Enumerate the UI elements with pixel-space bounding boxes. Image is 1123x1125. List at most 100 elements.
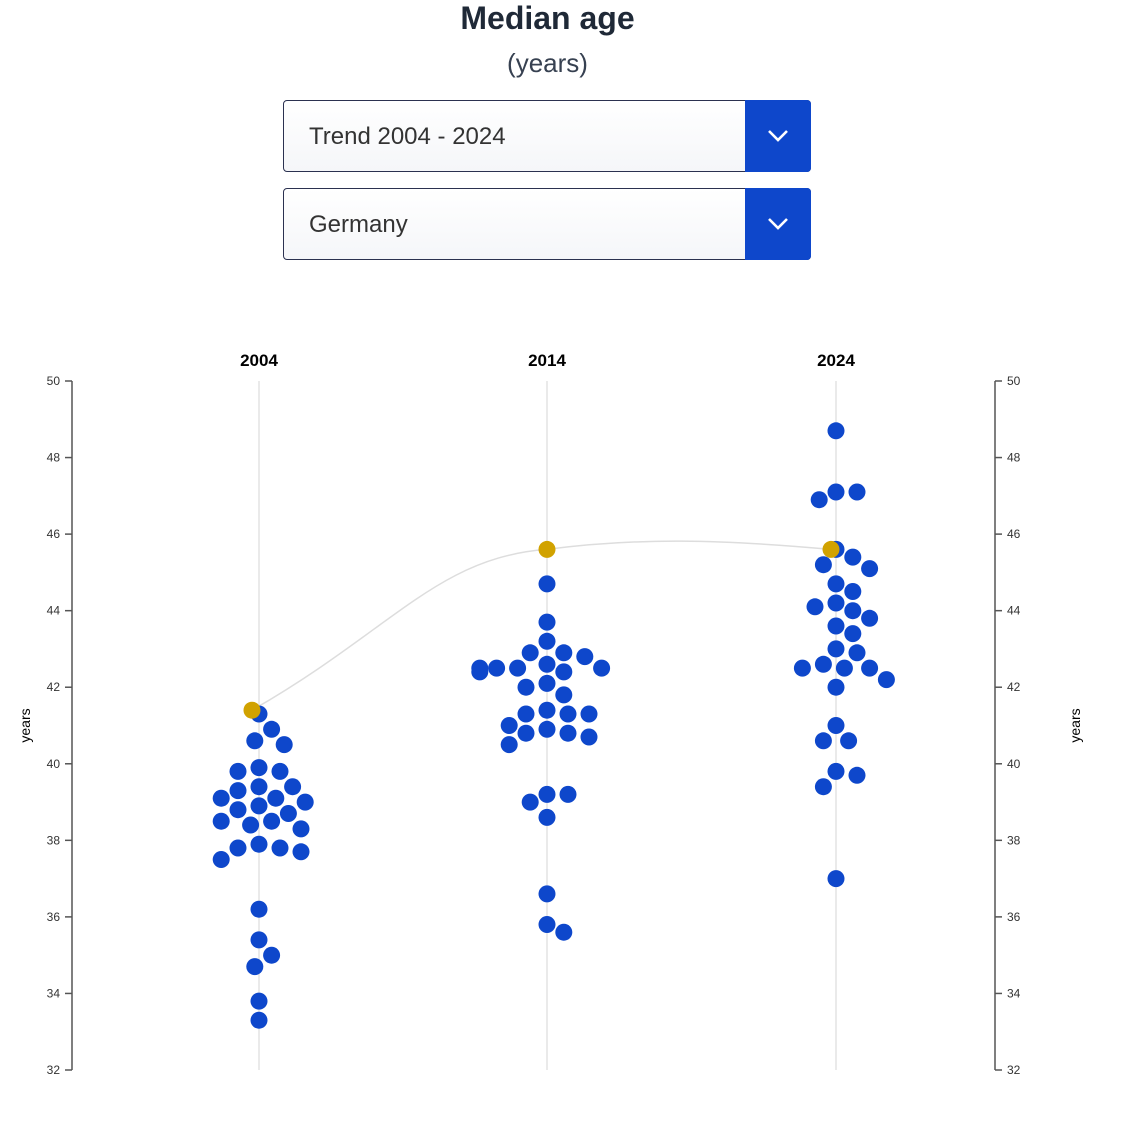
data-point-2014 (538, 785, 556, 803)
data-point-2024 (844, 625, 862, 643)
period-select-toggle[interactable] (745, 100, 811, 172)
chevron-down-icon (768, 130, 788, 142)
data-point-2024 (814, 556, 832, 574)
chevron-down-icon (768, 218, 788, 230)
data-point-2024 (827, 678, 845, 696)
data-point-2014 (580, 705, 598, 723)
data-point-2004 (250, 1011, 268, 1029)
data-point-2004 (250, 992, 268, 1010)
data-point-2004 (263, 720, 281, 738)
period-select[interactable]: Trend 2004 - 2024 (283, 100, 811, 172)
data-point-2004 (246, 732, 264, 750)
y-tick-label-left: 38 (47, 833, 61, 847)
data-point-2004 (246, 958, 264, 976)
data-point-2004 (250, 778, 268, 796)
data-point-2014 (576, 648, 594, 666)
y-tick-label-right: 38 (1007, 833, 1021, 847)
data-point-2014 (538, 808, 556, 826)
y-tick-label-left: 44 (47, 604, 61, 618)
highlight-point-2024 (822, 540, 840, 558)
highlight-point-2014 (538, 540, 556, 558)
data-point-2014 (517, 705, 535, 723)
data-point-2004 (242, 816, 260, 834)
data-point-2004 (229, 762, 247, 780)
y-tick-label-right: 40 (1007, 757, 1021, 771)
data-point-2024 (840, 732, 858, 750)
data-point-2024 (848, 644, 866, 662)
country-select[interactable]: Germany (283, 188, 811, 260)
data-point-2014 (500, 717, 518, 734)
data-point-2004 (212, 812, 230, 830)
data-point-2004 (263, 812, 281, 830)
data-point-2004 (284, 778, 302, 796)
y-tick-label-right: 44 (1007, 604, 1021, 618)
data-point-2004 (212, 789, 230, 807)
data-point-2014 (559, 705, 577, 723)
data-point-2014 (555, 663, 573, 681)
data-point-2014 (580, 728, 598, 746)
y-tick-label-right: 50 (1007, 374, 1021, 388)
data-point-2024 (827, 575, 845, 593)
data-point-2004 (250, 900, 268, 918)
data-point-2004 (229, 801, 247, 819)
data-point-2004 (212, 851, 230, 868)
data-point-2014 (555, 686, 573, 704)
data-point-2024 (835, 659, 853, 677)
data-point-2014 (593, 659, 611, 677)
y-tick-label-left: 42 (47, 680, 61, 694)
data-point-2014 (538, 916, 556, 933)
y-tick-label-left: 34 (47, 986, 61, 1000)
data-point-2024 (844, 548, 862, 566)
country-select-toggle[interactable] (745, 188, 811, 260)
y-tick-label-left: 48 (47, 451, 61, 465)
y-tick-label-right: 34 (1007, 986, 1021, 1000)
data-point-2014 (509, 659, 527, 677)
data-point-2024 (861, 659, 879, 677)
data-point-2004 (279, 805, 297, 822)
data-point-2024 (827, 762, 845, 780)
category-label-2004: 2004 (240, 351, 278, 370)
y-axis-title-left: years (17, 708, 33, 742)
chart-subtitle: (years) (507, 48, 588, 78)
country-select-value: Germany (309, 211, 408, 238)
data-point-2004 (250, 931, 268, 949)
data-point-2014 (538, 575, 556, 593)
data-point-2004 (271, 839, 289, 857)
data-point-2004 (292, 843, 310, 861)
data-point-2024 (827, 870, 845, 888)
y-tick-label-right: 32 (1007, 1063, 1021, 1077)
category-label-2024: 2024 (817, 351, 855, 370)
category-label-2014: 2014 (528, 351, 566, 370)
data-point-2014 (517, 678, 535, 696)
data-point-2014 (521, 644, 539, 662)
data-point-2014 (488, 659, 506, 677)
data-point-2014 (538, 655, 556, 673)
y-axis-title-right: years (1067, 708, 1083, 742)
data-point-2014 (559, 785, 577, 803)
data-point-2024 (827, 617, 845, 635)
highlight-point-2004 (243, 701, 261, 719)
data-point-2014 (555, 644, 573, 662)
y-tick-label-left: 50 (47, 374, 61, 388)
data-point-2024 (814, 655, 832, 673)
data-point-2024 (827, 594, 845, 612)
data-point-2004 (263, 946, 281, 964)
data-point-2024 (844, 583, 862, 600)
data-point-2014 (521, 793, 539, 811)
data-point-2004 (250, 835, 268, 853)
data-point-2014 (538, 613, 556, 631)
data-point-2004 (271, 762, 289, 780)
data-point-2024 (827, 717, 845, 734)
data-point-2014 (555, 923, 573, 941)
beeswarm-chart: 2004 2014 2024 32 32 34 34 36 36 38 38 40 40 42 42 44 44… (17, 351, 1083, 1077)
data-point-2004 (267, 789, 285, 807)
data-point-2024 (793, 659, 811, 677)
period-select-value: Trend 2004 - 2024 (309, 123, 506, 150)
y-tick-label-right: 48 (1007, 451, 1021, 465)
data-point-2004 (296, 793, 314, 811)
data-point-2024 (877, 671, 895, 689)
data-point-2004 (292, 820, 310, 838)
data-point-2024 (844, 602, 862, 620)
data-point-2004 (250, 797, 268, 815)
data-point-2014 (538, 720, 556, 738)
